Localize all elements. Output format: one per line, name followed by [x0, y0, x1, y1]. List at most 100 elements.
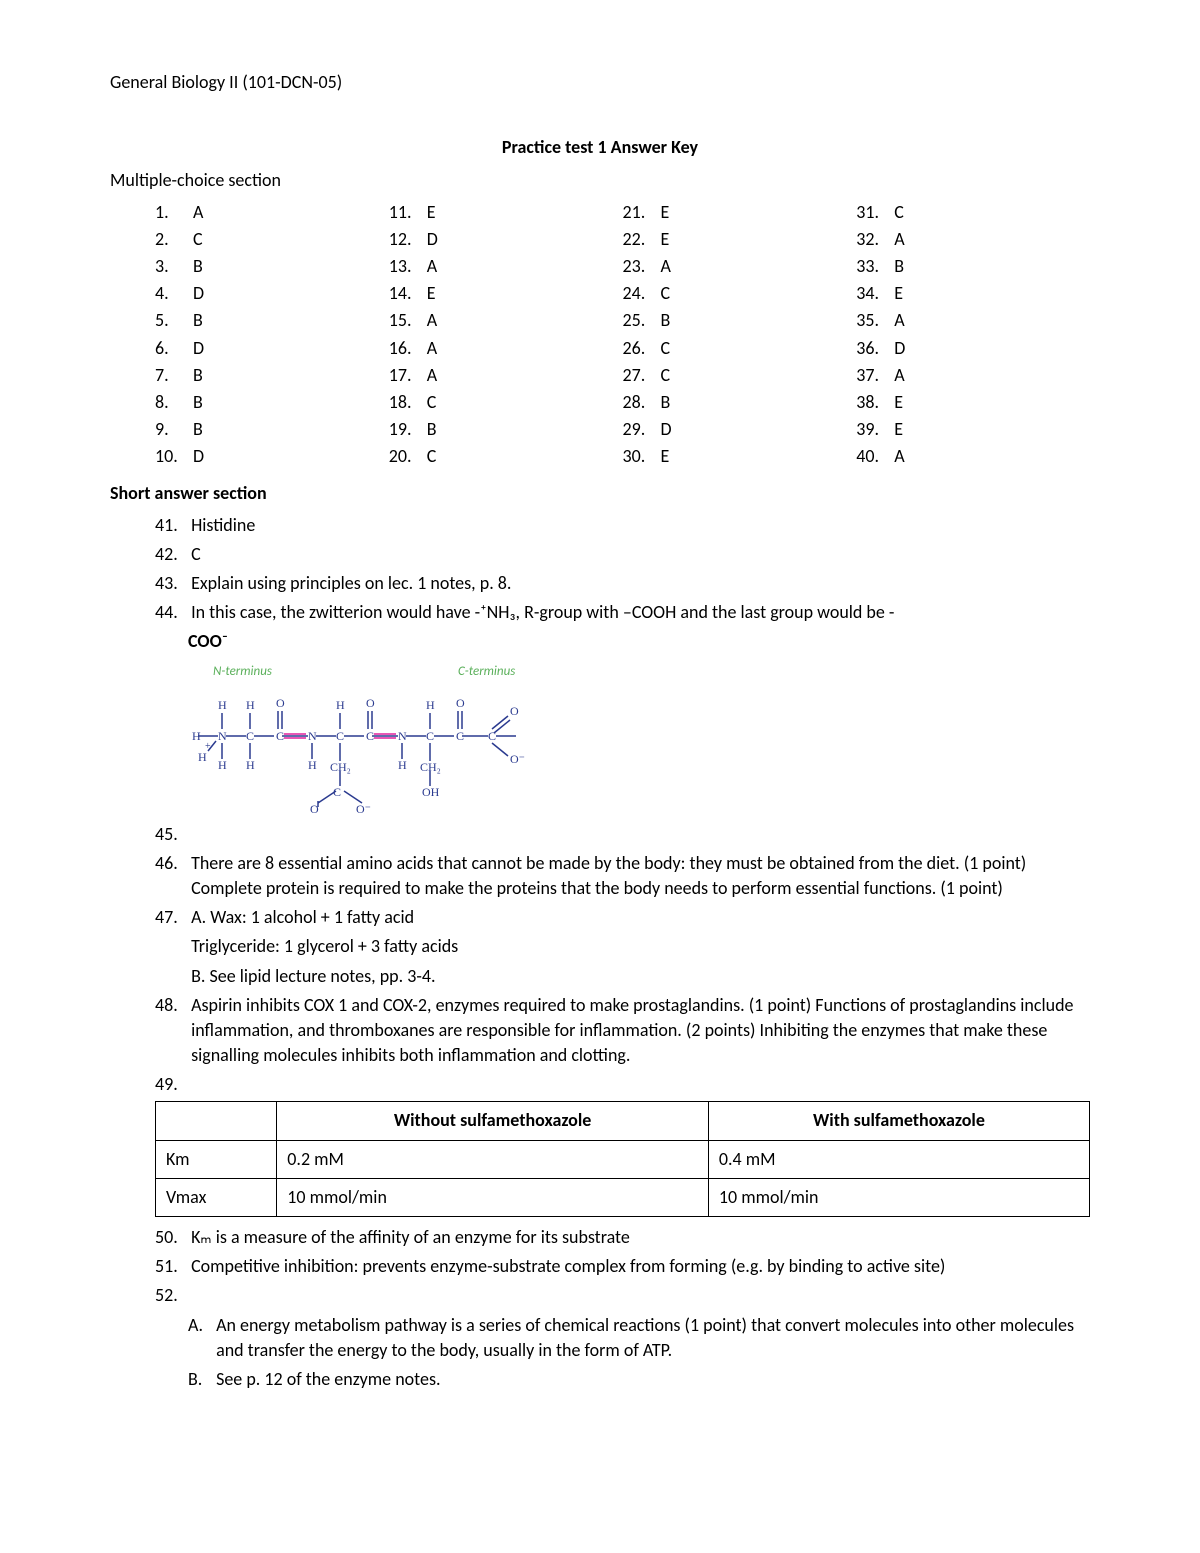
mc-num: 29. [623, 417, 655, 442]
mc-answer: D [661, 418, 672, 440]
mc-item: 26.C [623, 336, 857, 361]
mc-num: 3. [155, 254, 187, 279]
mc-num: 20. [389, 444, 421, 469]
mc-item: 38.E [856, 390, 1090, 415]
mc-answer: B [427, 418, 437, 440]
sa-46: 46. There are 8 essential amino acids th… [155, 851, 1090, 901]
table-cell-km-with: 0.4 mM [708, 1140, 1089, 1178]
sa-num: 44. [155, 600, 187, 625]
table-row: Without sulfamethoxazole With sulfametho… [156, 1102, 1090, 1140]
sa-text: Explain using principles on lec. 1 notes… [191, 571, 1086, 596]
mc-answer: B [193, 309, 203, 331]
mc-item: 7.B [155, 363, 389, 388]
sa-num: 50. [155, 1225, 187, 1250]
svg-text:H: H [246, 698, 255, 712]
mc-item: 18.C [389, 390, 623, 415]
mc-num: 4. [155, 281, 187, 306]
mc-num: 33. [856, 254, 888, 279]
sa-sub-text: An energy metabolism pathway is a series… [216, 1313, 1088, 1363]
sa-text: Aspirin inhibits COX 1 and COX-2, enzyme… [191, 993, 1086, 1069]
mc-num: 30. [623, 444, 655, 469]
sa-num: 42. [155, 542, 187, 567]
svg-text:C: C [366, 729, 374, 743]
mc-num: 22. [623, 227, 655, 252]
mc-answer: A [427, 309, 437, 331]
sa-42: 42. C [155, 542, 1090, 567]
svg-text:H: H [218, 758, 227, 772]
sa-num: 43. [155, 571, 187, 596]
mc-num: 25. [623, 308, 655, 333]
sa-num: 46. [155, 851, 187, 876]
mc-col-2: 11.E12.D13.A14.E15.A16.A17.A18.C19.B20.C [389, 200, 623, 472]
mc-item: 28.B [623, 390, 857, 415]
mc-item: 3.B [155, 254, 389, 279]
mc-answer: A [894, 445, 904, 467]
mc-answer: C [661, 337, 671, 359]
svg-text:C: C [246, 729, 254, 743]
svg-text:+: + [205, 741, 211, 752]
mc-num: 14. [389, 281, 421, 306]
sa-num: 41. [155, 513, 187, 538]
mc-num: 37. [856, 363, 888, 388]
table-row: Vmax 10 mmol/min 10 mmol/min [156, 1178, 1090, 1216]
table-cell-km-label: Km [156, 1140, 277, 1178]
svg-text:N: N [218, 729, 227, 743]
mc-item: 19.B [389, 417, 623, 442]
mc-answer: A [661, 255, 671, 277]
mc-item: 22.E [623, 227, 857, 252]
mc-answer: A [894, 364, 904, 386]
short-answer-list: 41. Histidine 42. C 43. Explain using pr… [110, 513, 1090, 626]
svg-text:O: O [456, 696, 465, 710]
mc-answer: C [427, 391, 437, 413]
sa-47: 47. A. Wax: 1 alcohol + 1 fatty acid [155, 905, 1090, 930]
mc-item: 25.B [623, 308, 857, 333]
mc-num: 16. [389, 336, 421, 361]
svg-text:CH₂: CH₂ [330, 760, 351, 774]
n-terminus-label: N-terminus [213, 664, 272, 679]
mc-answer: D [193, 445, 204, 467]
mc-answer: B [661, 391, 671, 413]
mc-num: 40. [856, 444, 888, 469]
mc-item: 11.E [389, 200, 623, 225]
sa-44: 44. In this case, the zwitterion would h… [155, 600, 1090, 625]
svg-text:OH: OH [422, 785, 440, 799]
table-header-without: Without sulfamethoxazole [277, 1102, 709, 1140]
mc-grid: 1.A2.C3.B4.D5.B6.D7.B8.B9.B10.D 11.E12.D… [110, 200, 1090, 472]
svg-text:C: C [333, 785, 341, 799]
sa-num: 51. [155, 1254, 187, 1279]
mc-item: 34.E [856, 281, 1090, 306]
mc-item: 36.D [856, 336, 1090, 361]
mc-num: 13. [389, 254, 421, 279]
short-answer-list-cont: 45. 46. There are 8 essential amino acid… [110, 822, 1090, 1098]
mc-num: 32. [856, 227, 888, 252]
sa-num: 48. [155, 993, 187, 1018]
sa-text: B. See lipid lecture notes, pp. 3-4. [191, 964, 1086, 989]
sa-text: Competitive inhibition: prevents enzyme-… [191, 1254, 1086, 1279]
mc-answer: D [193, 282, 204, 304]
mc-item: 29. D [623, 417, 857, 442]
sa-text: There are 8 essential amino acids that c… [191, 851, 1086, 901]
sa-section-label: Short answer section [110, 481, 1090, 506]
sa-text: C [191, 542, 1086, 567]
mc-item: 15.A [389, 308, 623, 333]
mc-num: 11. [389, 200, 421, 225]
mc-answer: C [661, 282, 671, 304]
sa-num: 52. [155, 1283, 187, 1308]
mc-answer: E [661, 445, 670, 467]
sa-52a: A. An energy metabolism pathway is a ser… [110, 1313, 1090, 1363]
table-cell-vmax-with: 10 mmol/min [708, 1178, 1089, 1216]
mc-num: 5. [155, 308, 187, 333]
mc-num: 24. [623, 281, 655, 306]
mc-section-label: Multiple-choice section [110, 168, 1090, 193]
mc-answer: E [661, 201, 670, 223]
mc-item: 4. D [155, 281, 389, 306]
sa-43: 43. Explain using principles on lec. 1 n… [155, 571, 1090, 596]
page-title: Practice test 1 Answer Key [110, 135, 1090, 160]
mc-num: 31. [856, 200, 888, 225]
table-cell-blank [156, 1102, 277, 1140]
svg-text:O: O [510, 704, 519, 718]
mc-answer: D [193, 337, 204, 359]
mc-col-1: 1.A2.C3.B4.D5.B6.D7.B8.B9.B10.D [155, 200, 389, 472]
mc-col-3: 21.E22.E23.A24.C25.B26.C27.C28.B29.D30.E [623, 200, 857, 472]
mc-answer: C [193, 228, 203, 250]
